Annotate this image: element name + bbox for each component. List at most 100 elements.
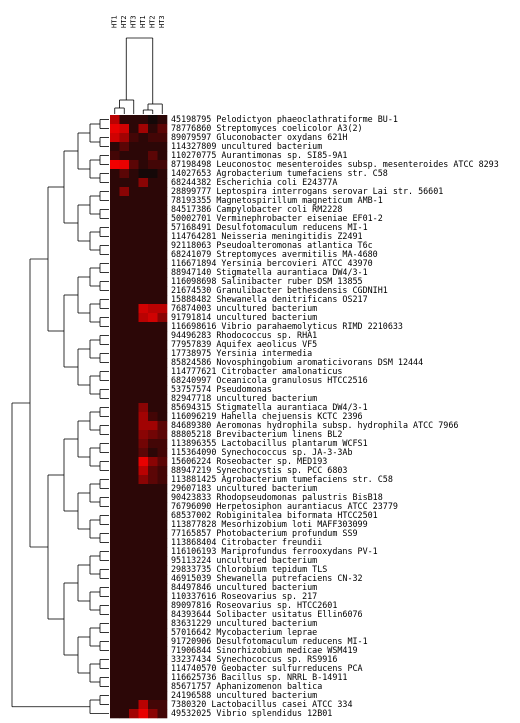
heatmap-cell (148, 529, 158, 539)
row-label: 68240997 Oceanicola granulosus HTCC2516 (171, 375, 368, 385)
heatmap-cell (148, 646, 158, 656)
heatmap-cell (157, 529, 168, 539)
heatmap-cell (110, 430, 120, 440)
heatmap-cell (138, 340, 149, 350)
heatmap-cell (110, 124, 120, 134)
row-label: 24196588 uncultured bacterium (171, 690, 317, 700)
heatmap-cell (148, 556, 158, 566)
heatmap-cell (129, 709, 139, 719)
heatmap-cell (138, 664, 149, 674)
heatmap-cell (119, 448, 130, 458)
heatmap-cell (157, 295, 168, 305)
heatmap-cell (110, 655, 120, 665)
heatmap-cell (119, 286, 130, 296)
heatmap-cell (110, 169, 120, 179)
heatmap-cell (129, 439, 139, 449)
heatmap-cell (110, 673, 120, 683)
row-label: 33237434 Synechococcus sp. RS9916 (171, 654, 337, 664)
heatmap-cell (138, 124, 149, 134)
heatmap-cell (138, 187, 149, 197)
row-labels: 45198795 Pelodictyon phaeoclathratiforme… (171, 114, 499, 718)
heatmap-cell (129, 448, 139, 458)
heatmap-cell (129, 583, 139, 593)
heatmap-cell (138, 484, 149, 494)
heatmap-cell (110, 493, 120, 503)
heatmap-cell (138, 457, 149, 467)
heatmap-cell (157, 313, 168, 323)
heatmap-cell (148, 133, 158, 143)
heatmap-cell (129, 367, 139, 377)
row-label: 113896355 Lactobacillus plantarum WCFS1 (171, 438, 368, 448)
heatmap-cell (157, 520, 168, 530)
row-label: 88947219 Synechocystis sp. PCC 6803 (171, 465, 347, 475)
heatmap-cell (129, 457, 139, 467)
heatmap-cell (148, 691, 158, 701)
heatmap-cell (119, 187, 130, 197)
heatmap-cell (157, 574, 168, 584)
heatmap-cell (119, 304, 130, 314)
heatmap-cell (110, 700, 120, 710)
heatmap-cell (148, 403, 158, 413)
heatmap-cell (119, 295, 130, 305)
heatmap-cell (129, 241, 139, 251)
heatmap-cell (138, 367, 149, 377)
heatmap-cell (129, 169, 139, 179)
heatmap-cell (157, 286, 168, 296)
heatmap-cell (119, 268, 130, 278)
heatmap-cell (110, 340, 120, 350)
heatmap-cell (148, 619, 158, 629)
heatmap-cell (138, 601, 149, 611)
heatmap-cell (148, 709, 158, 719)
heatmap-cell (148, 475, 158, 485)
heatmap-cell (148, 547, 158, 557)
heatmap-cell (157, 331, 168, 341)
heatmap-cell (119, 547, 130, 557)
heatmap-cell (148, 565, 158, 575)
heatmap-cell (119, 592, 130, 602)
heatmap-cell (119, 520, 130, 530)
heatmap-cell (119, 376, 130, 386)
heatmap-cell (138, 439, 149, 449)
heatmap-cell (129, 340, 139, 350)
row-label: 90423833 Rhodopseudomonas palustris BisB… (171, 492, 383, 502)
heatmap-cell (157, 547, 168, 557)
heatmap-cell (148, 682, 158, 692)
heatmap-cell (129, 430, 139, 440)
heatmap-cell (138, 547, 149, 557)
heatmap-cell (110, 574, 120, 584)
heatmap-cell (157, 439, 168, 449)
row-label: 110337616 Roseovarius sp. 217 (171, 591, 317, 601)
heatmap-cell (138, 385, 149, 395)
heatmap-cell (110, 277, 120, 287)
row-label: 78776860 Streptomyces coelicolor A3(2) (171, 123, 363, 133)
heatmap-cell (110, 223, 120, 233)
heatmap-cell (157, 277, 168, 287)
heatmap-cell (119, 367, 130, 377)
heatmap-cell (110, 250, 120, 260)
column-label: HT3 (130, 15, 138, 28)
heatmap-cell (157, 673, 168, 683)
heatmap-cell (148, 259, 158, 269)
heatmap-cell (138, 133, 149, 143)
row-label: 85671757 Aphanizomenon baltica (171, 681, 322, 691)
heatmap-cell (148, 574, 158, 584)
heatmap-cell (110, 376, 120, 386)
heatmap-cell (119, 214, 130, 224)
heatmap-cell (129, 610, 139, 620)
heatmap-cell (119, 358, 130, 368)
heatmap-cell (129, 142, 139, 152)
row-label: 113881425 Agrobacterium tumefaciens str.… (171, 474, 393, 484)
heatmap-cell (157, 268, 168, 278)
heatmap-cell (119, 250, 130, 260)
heatmap-cell (129, 412, 139, 422)
heatmap-cell (129, 385, 139, 395)
heatmap-cell (110, 178, 120, 188)
heatmap-cell (148, 502, 158, 512)
heatmap-cell (157, 358, 168, 368)
heatmap-cell (148, 439, 158, 449)
heatmap-cell (129, 574, 139, 584)
heatmap-cell (119, 484, 130, 494)
heatmap-cell (157, 214, 168, 224)
heatmap-cell (138, 448, 149, 458)
heatmap-cell (129, 592, 139, 602)
